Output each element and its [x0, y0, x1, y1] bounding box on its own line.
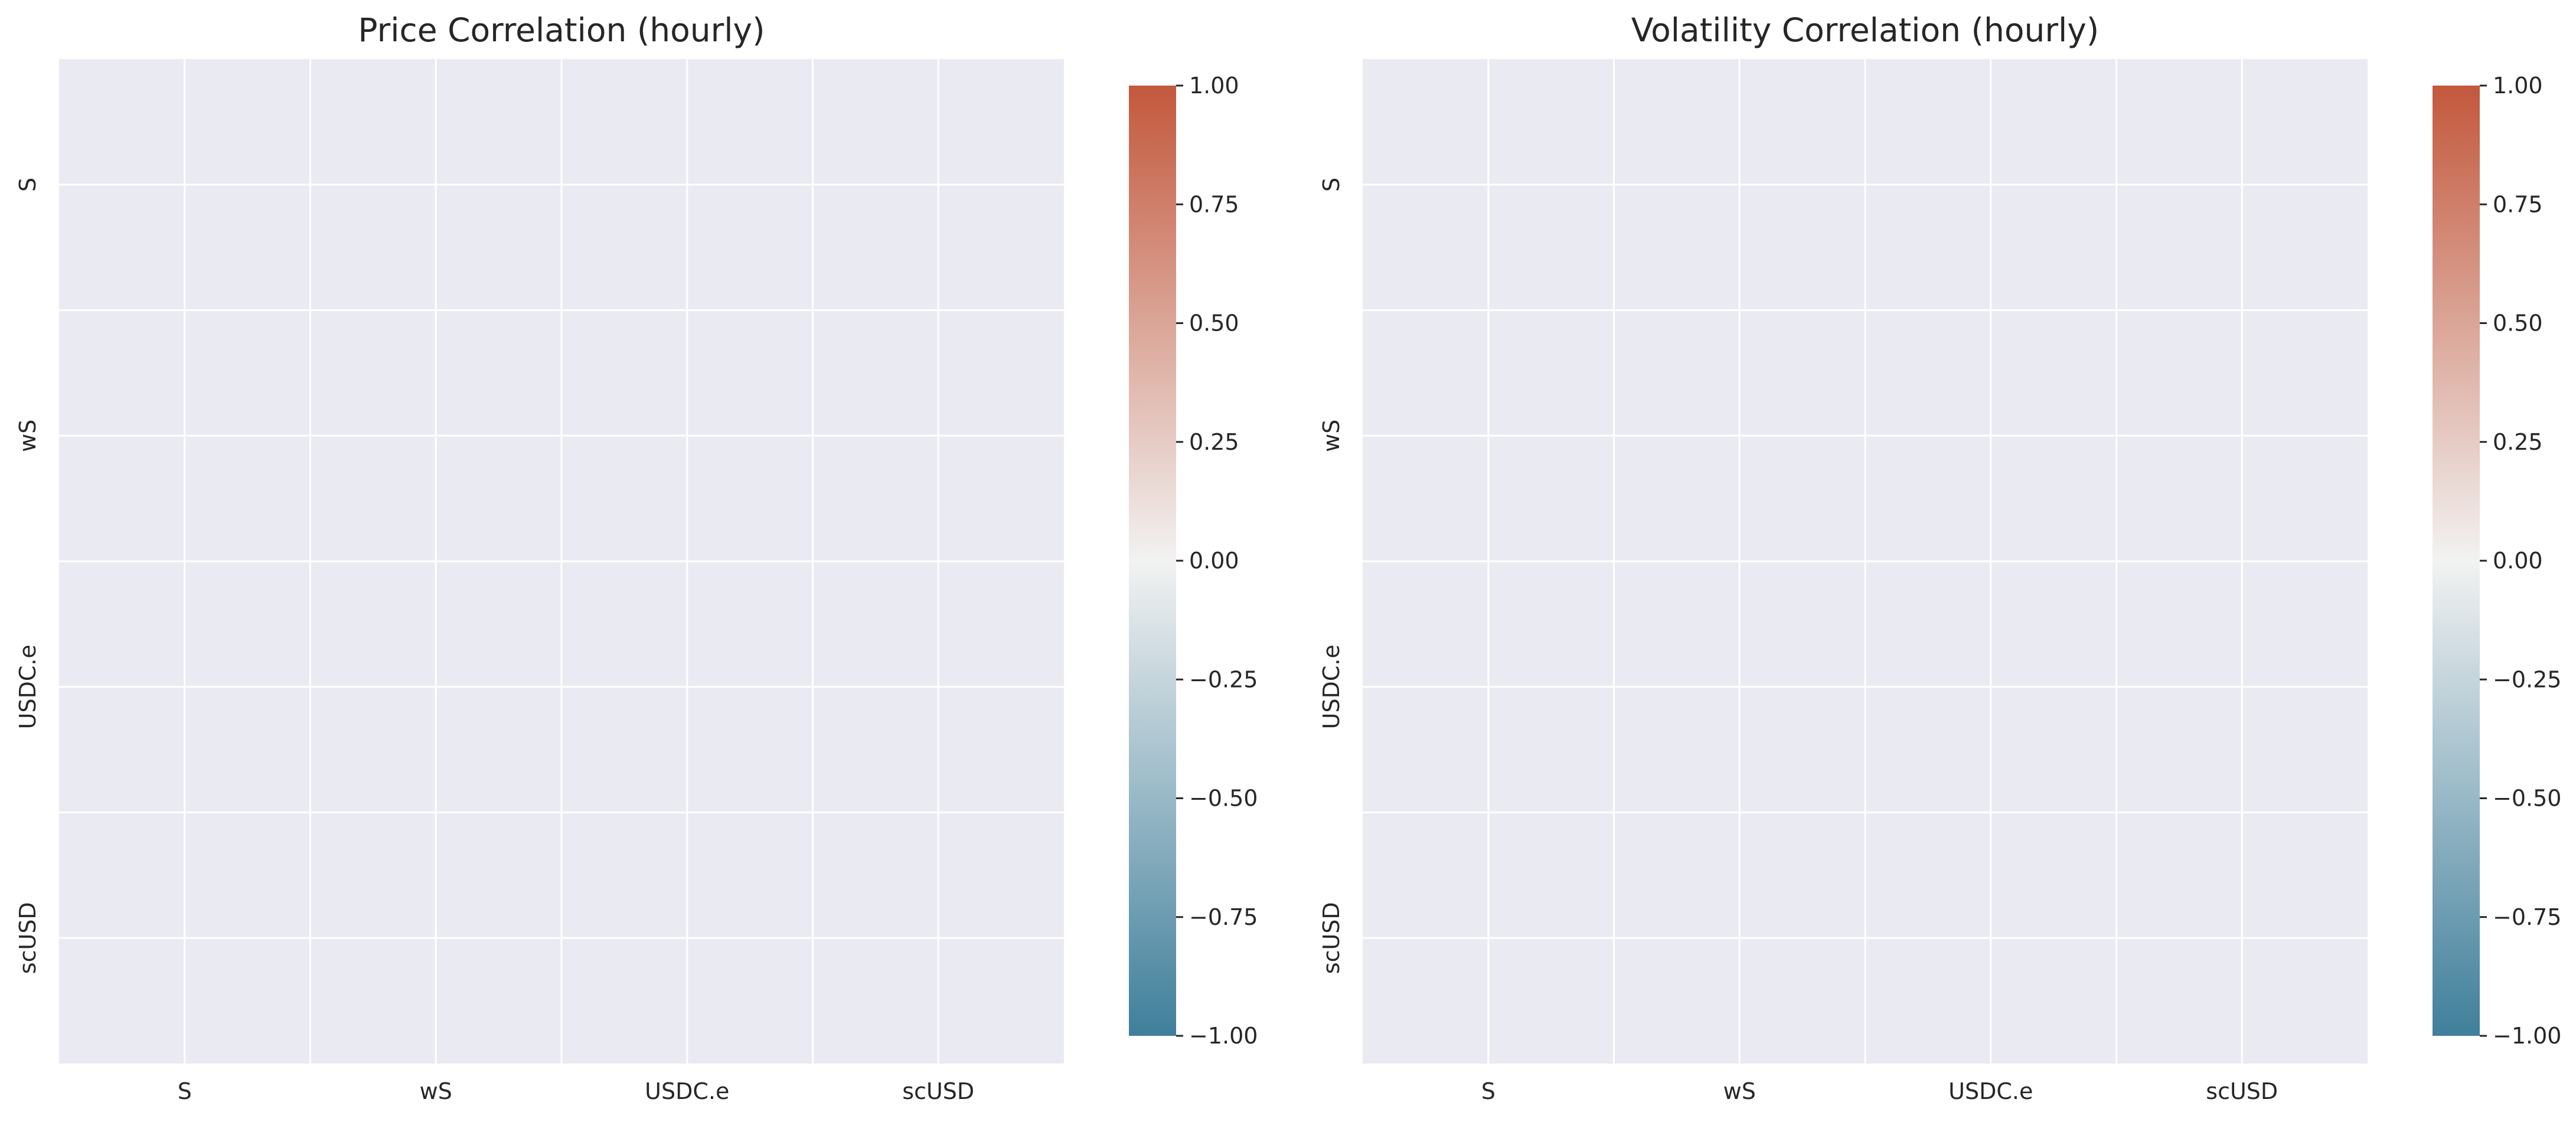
- x-tick-label: S: [1481, 1078, 1496, 1104]
- y-tick-label: S: [1318, 178, 1344, 192]
- colorbar-tick-label: 0.00: [1189, 548, 1239, 574]
- grid-lines: [59, 59, 1064, 1064]
- colorbar-tick-label: −1.00: [2493, 1023, 2561, 1049]
- x-tick-label: wS: [1723, 1078, 1756, 1104]
- colorbar-tick-label: −0.50: [2493, 786, 2561, 812]
- colorbar-tick-label: −0.25: [1189, 666, 1258, 692]
- y-tick-labels: SwS USDC.e scUSD: [1318, 178, 1344, 974]
- y-tick-label: USDC.e: [15, 645, 41, 729]
- y-tick-label: USDC.e: [1318, 645, 1344, 729]
- y-tick-labels: SwS USDC.e scUSD: [15, 178, 41, 974]
- colorbar-tick-label: 1.00: [2493, 73, 2543, 99]
- colorbar-tick-label: −0.75: [2493, 904, 2561, 930]
- x-tick-label: S: [178, 1078, 192, 1104]
- colorbar-tick-label: −0.50: [1189, 786, 1258, 812]
- colorbar-tick-label: 0.00: [2493, 548, 2543, 574]
- colorbar-tick-label: 0.75: [1189, 191, 1239, 217]
- x-tick-label: USDC.e: [645, 1078, 729, 1104]
- colorbar-tick-label: 0.25: [1189, 429, 1239, 455]
- x-tick-label: USDC.e: [1948, 1078, 2033, 1104]
- colorbar-tick-label: 1.00: [1189, 73, 1239, 99]
- colorbar-tick-label: 0.25: [2493, 429, 2543, 455]
- x-tick-label: wS: [420, 1078, 452, 1104]
- colorbar-tick-label: 0.50: [1189, 310, 1239, 336]
- chart-title: Price Correlation (hourly): [358, 11, 765, 49]
- colorbar-tick-label: −1.00: [1189, 1023, 1258, 1049]
- grid-lines: [1363, 59, 2368, 1064]
- chart-title: Volatility Correlation (hourly): [1631, 11, 2099, 49]
- colorbar-tick-label: 0.75: [2493, 191, 2543, 217]
- colorbar-ticks: 1.00 0.75 0.50 0.25 0.00 −0.25 −0.50 −0.75 −1.00: [2480, 73, 2561, 1049]
- x-tick-label: scUSD: [2206, 1078, 2278, 1104]
- colorbar: [1129, 86, 1176, 1036]
- colorbar-ticks: 1.00 0.75 0.50 0.25 0.00 −0.25 −0.50 −0.75 −1.00: [1176, 73, 1258, 1049]
- y-tick-label: S: [15, 178, 41, 192]
- colorbar-tick-label: −0.75: [1189, 904, 1258, 930]
- y-tick-label: scUSD: [15, 902, 41, 974]
- x-tick-label: scUSD: [902, 1078, 974, 1104]
- colorbar: [2433, 86, 2480, 1036]
- colorbar-tick-label: 0.50: [2493, 310, 2543, 336]
- colorbar-tick-label: −0.25: [2493, 666, 2561, 692]
- y-tick-label: scUSD: [1318, 902, 1344, 974]
- y-tick-label: wS: [15, 420, 41, 452]
- y-tick-label: wS: [1318, 420, 1344, 452]
